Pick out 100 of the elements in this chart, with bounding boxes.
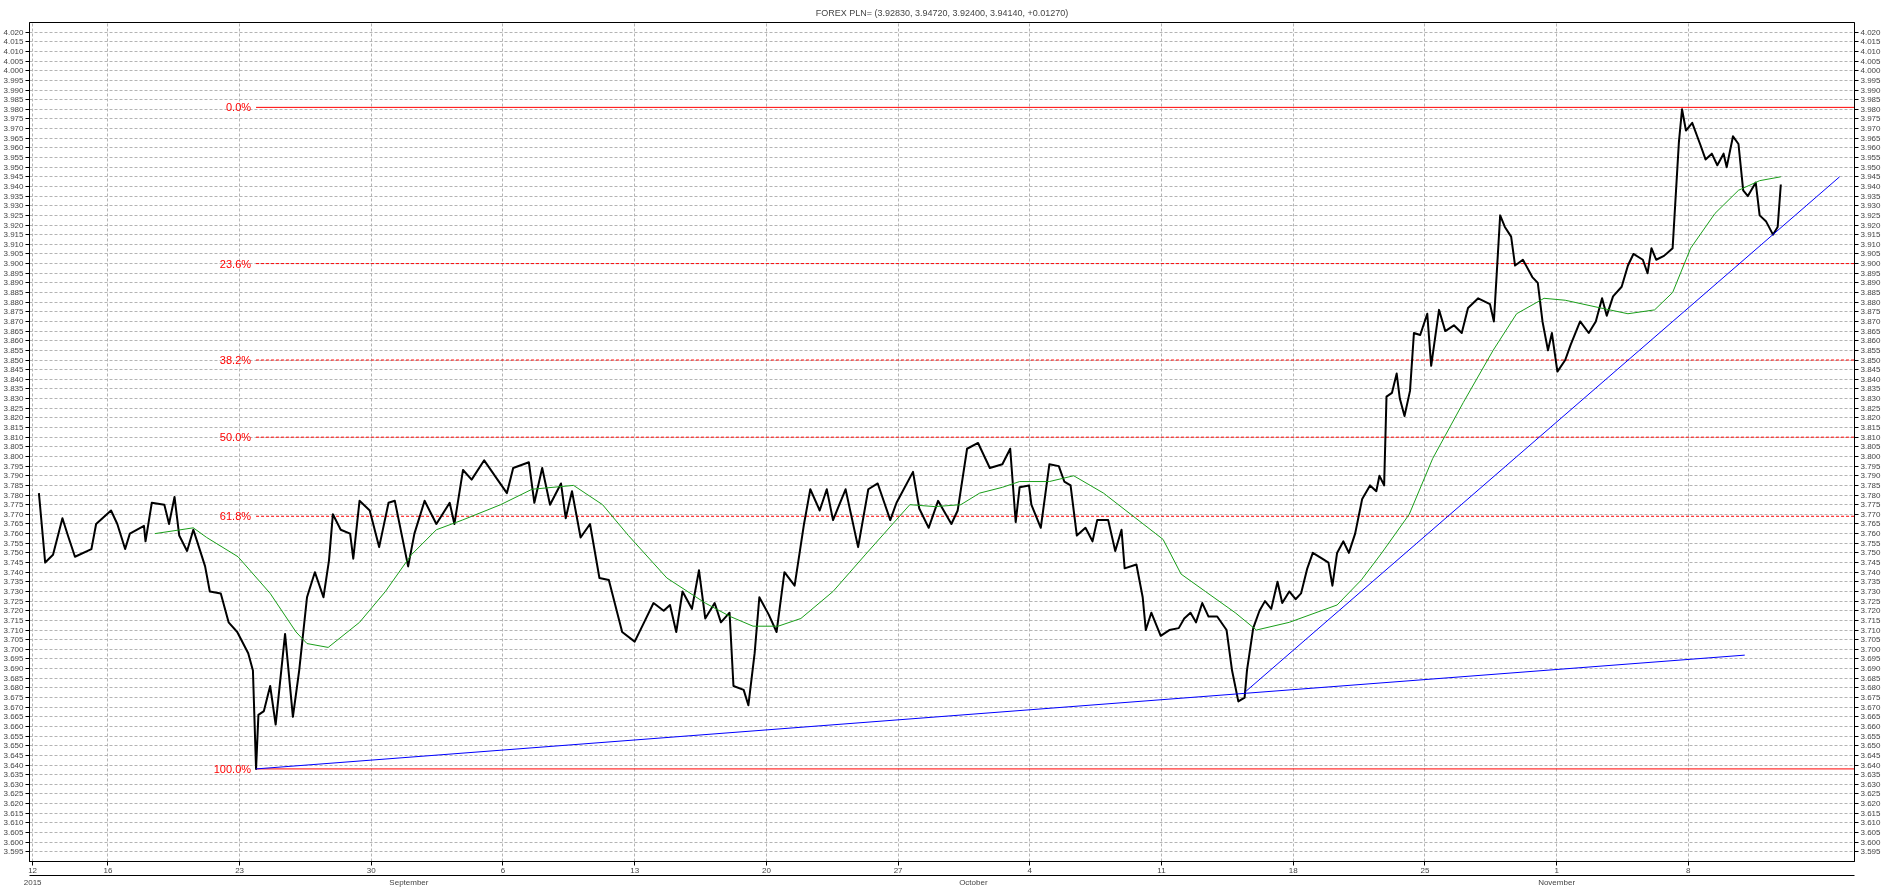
y2-tick-label: 3.900 (1860, 259, 1882, 269)
y-tick-label: 3.630 (3, 779, 25, 789)
x-tick-label: 1 (1554, 865, 1560, 875)
y2-tick-label: 3.695 (1860, 654, 1882, 664)
y2-tick-label: 3.630 (1860, 779, 1882, 789)
y-tick-label: 3.780 (3, 490, 25, 500)
y-tick-label: 3.965 (3, 133, 25, 143)
y-tick-label: 3.685 (3, 673, 25, 683)
y-tick-label: 3.705 (3, 635, 25, 645)
y2-tick-label: 3.700 (1860, 644, 1882, 654)
y-tick-label: 3.790 (3, 471, 25, 481)
y2-tick-label: 3.670 (1860, 702, 1882, 712)
x-tick-label: 25 (1420, 865, 1430, 875)
y2-tick-label: 4.005 (1860, 56, 1882, 66)
y2-tick-label: 3.740 (1860, 567, 1882, 577)
y-tick-label: 3.595 (3, 847, 25, 857)
y2-tick-label: 3.625 (1860, 789, 1882, 799)
y-tick-label: 3.995 (3, 75, 25, 85)
y2-tick-label: 3.925 (1860, 210, 1882, 220)
y2-tick-label: 3.705 (1860, 635, 1882, 645)
y-tick-label: 3.740 (3, 567, 25, 577)
y2-tick-label: 3.635 (1860, 770, 1882, 780)
y2-tick-label: 3.760 (1860, 529, 1882, 539)
y-tick-label: 3.710 (3, 625, 25, 635)
y-tick-label: 3.960 (3, 143, 25, 153)
y2-tick-label: 3.930 (1860, 201, 1882, 211)
y2-tick-label: 3.755 (1860, 538, 1882, 548)
y2-tick-label: 3.975 (1860, 114, 1882, 124)
y-tick-label: 3.810 (3, 432, 25, 442)
y-tick-label: 3.880 (3, 297, 25, 307)
series-label: 100.0% (213, 762, 252, 775)
y2-tick-label: 3.920 (1860, 220, 1882, 230)
x2-tick-label: November (1538, 877, 1576, 887)
y-tick-label: 3.720 (3, 606, 25, 616)
y2-tick-label: 3.915 (1860, 230, 1882, 240)
y2-tick-label: 3.880 (1860, 297, 1882, 307)
y2-tick-label: 3.990 (1860, 85, 1882, 95)
x2-tick-label: September (389, 877, 429, 887)
y2-tick-label: 3.680 (1860, 683, 1882, 693)
y-tick-label: 3.680 (3, 683, 25, 693)
y-tick-label: 3.690 (3, 664, 25, 674)
y-tick-label: 3.940 (3, 181, 25, 191)
y-tick-label: 3.665 (3, 712, 25, 722)
y-tick-label: 3.875 (3, 307, 25, 317)
x-tick-label: 8 (1686, 865, 1692, 875)
y-tick-label: 3.825 (3, 403, 25, 413)
y2-tick-label: 3.620 (1860, 799, 1882, 809)
y-tick-label: 3.600 (3, 837, 25, 847)
y2-tick-label: 3.970 (1860, 124, 1882, 134)
y2-tick-label: 3.955 (1860, 153, 1882, 163)
series-label: 50.0% (219, 431, 252, 444)
y-tick-label: 3.910 (3, 239, 25, 249)
y2-tick-label: 3.685 (1860, 673, 1882, 683)
y2-tick-label: 3.735 (1860, 577, 1882, 587)
x2-tick-label: 2015 (23, 877, 43, 887)
y2-tick-label: 3.640 (1860, 760, 1882, 770)
y-tick-label: 3.865 (3, 326, 25, 336)
y-tick-label: 3.610 (3, 818, 25, 828)
y2-tick-label: 3.985 (1860, 95, 1882, 105)
y-tick-label: 3.640 (3, 760, 25, 770)
y-tick-label: 3.920 (3, 220, 25, 230)
y2-tick-label: 3.675 (1860, 693, 1882, 703)
y-tick-label: 3.670 (3, 702, 25, 712)
y2-tick-label: 3.815 (1860, 423, 1882, 433)
y-tick-label: 3.760 (3, 529, 25, 539)
y2-tick-label: 3.965 (1860, 133, 1882, 143)
y-tick-label: 3.625 (3, 789, 25, 799)
y2-tick-label: 3.820 (1860, 413, 1882, 423)
y2-tick-label: 3.865 (1860, 326, 1882, 336)
y2-tick-label: 4.010 (1860, 46, 1882, 56)
y-tick-label: 3.745 (3, 558, 25, 568)
y-tick-label: 3.735 (3, 577, 25, 587)
x-tick-label: 4 (1027, 865, 1033, 875)
y-tick-label: 3.885 (3, 288, 25, 298)
y-tick-label: 3.655 (3, 731, 25, 741)
y2-tick-label: 3.940 (1860, 181, 1882, 191)
x-tick-label: 12 (28, 865, 38, 875)
y2-tick-label: 3.935 (1860, 191, 1882, 201)
y2-tick-label: 3.850 (1860, 355, 1882, 365)
y-tick-label: 3.975 (3, 114, 25, 124)
y-tick-label: 3.660 (3, 721, 25, 731)
y-tick-label: 3.935 (3, 191, 25, 201)
y-tick-label: 3.715 (3, 615, 25, 625)
y-tick-label: 3.840 (3, 374, 25, 384)
y2-tick-label: 3.720 (1860, 606, 1882, 616)
y2-tick-label: 4.020 (1860, 27, 1882, 37)
x-tick-label: 13 (630, 865, 640, 875)
x-tick-label: 27 (893, 865, 904, 875)
y2-tick-label: 3.790 (1860, 471, 1882, 481)
y-tick-label: 3.800 (3, 451, 25, 461)
y2-tick-label: 3.870 (1860, 316, 1882, 326)
y2-tick-label: 3.950 (1860, 162, 1882, 172)
y2-tick-label: 4.015 (1860, 37, 1882, 47)
series-label: 23.6% (219, 257, 252, 270)
y2-tick-label: 3.600 (1860, 837, 1882, 847)
y2-tick-label: 3.945 (1860, 172, 1882, 182)
y-tick-label: 3.725 (3, 596, 25, 606)
y2-tick-label: 3.595 (1860, 847, 1882, 857)
y-tick-label: 3.730 (3, 586, 25, 596)
y-tick-label: 3.870 (3, 316, 25, 326)
